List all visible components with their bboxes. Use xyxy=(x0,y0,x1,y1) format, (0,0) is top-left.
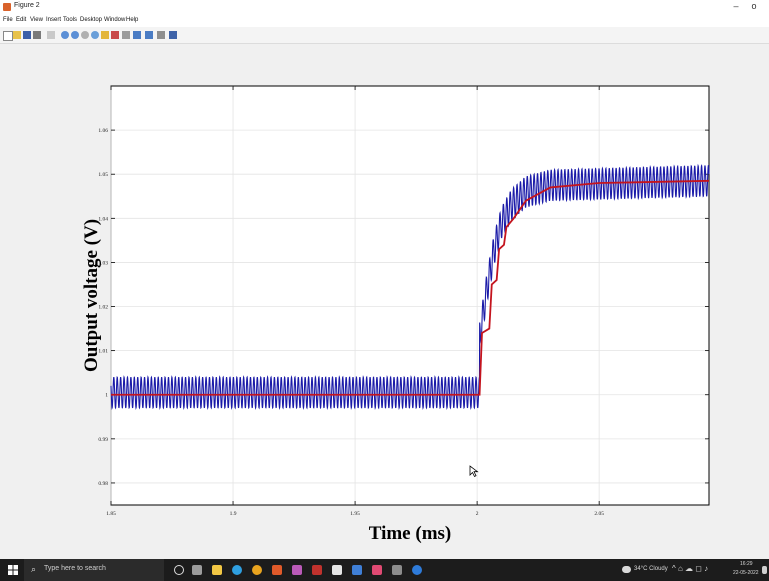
rotate-3d-icon[interactable] xyxy=(91,31,99,39)
hide-plot-tools-icon[interactable] xyxy=(157,31,165,39)
menu-desktop[interactable]: Desktop xyxy=(80,17,103,23)
link-plot-icon[interactable] xyxy=(122,31,130,39)
weather-text[interactable]: 34°C Cloudy xyxy=(634,566,668,572)
y-tick-label: 1.02 xyxy=(98,305,108,311)
search-icon: ⌕ xyxy=(31,564,37,574)
menu-edit[interactable]: Edit xyxy=(16,17,27,23)
maximize-button[interactable]: o xyxy=(751,1,757,11)
x-tick-label: 1.95 xyxy=(350,511,360,517)
menu-help[interactable]: Help xyxy=(126,17,139,23)
menu-bar: File Edit View Insert Tools Desktop Wind… xyxy=(0,16,769,27)
title-bar: Figure 2 – o xyxy=(0,0,769,16)
minimize-button[interactable]: – xyxy=(733,1,739,11)
window-title: Figure 2 xyxy=(14,2,40,9)
voltage-chart[interactable]: 1.85 1.9 1.95 2 2.05 0.98 0.99 1 1.01 1.02 1.03 1.0… xyxy=(0,44,769,559)
figure-area: 1.85 1.9 1.95 2 2.05 0.98 0.99 1 1.01 1.02 1.03 1.0… xyxy=(0,44,769,559)
x-axis-label: Time (ms) xyxy=(369,523,452,544)
y-tick-label: 1.05 xyxy=(98,172,108,178)
menu-window[interactable]: Window xyxy=(104,17,126,23)
clock-date[interactable]: 22-05-2022 xyxy=(733,570,759,576)
open-file-icon[interactable] xyxy=(13,31,21,39)
matlab-icon[interactable] xyxy=(272,565,282,575)
file-explorer-icon[interactable] xyxy=(212,565,222,575)
browser-icon[interactable] xyxy=(412,565,422,575)
notification-icon[interactable] xyxy=(762,566,767,574)
ripple-voltage-series xyxy=(110,163,710,410)
menu-view[interactable]: View xyxy=(30,17,43,23)
clock-time[interactable]: 16:29 xyxy=(740,561,753,567)
media-icon[interactable] xyxy=(372,565,382,575)
y-tick-label: 1.06 xyxy=(98,128,108,134)
brush-icon[interactable] xyxy=(111,31,119,39)
taskbar-search-box[interactable]: ⌕ Type here to search xyxy=(24,559,164,581)
mail-icon[interactable] xyxy=(352,565,362,575)
print-icon[interactable] xyxy=(33,31,41,39)
x-tick-label: 1.9 xyxy=(230,511,237,517)
task-view-icon[interactable] xyxy=(192,565,202,575)
average-voltage-series xyxy=(111,179,710,396)
excel-icon[interactable] xyxy=(332,565,342,575)
windows-taskbar: ⌕ Type here to search 34°C Cloudy ^ ⌂ ☁ … xyxy=(0,559,769,581)
insert-colorbar-icon[interactable] xyxy=(133,31,141,39)
y-tick-label: 0.98 xyxy=(98,481,108,487)
mouse-cursor-icon xyxy=(469,465,479,478)
weather-icon[interactable] xyxy=(622,566,631,573)
figure-toolbar xyxy=(0,27,769,44)
matlab-figure-icon xyxy=(3,3,11,11)
x-tick-label: 2 xyxy=(476,511,479,517)
y-tick-label: 1 xyxy=(105,393,108,399)
menu-insert[interactable]: Insert xyxy=(46,17,62,23)
menu-file[interactable]: File xyxy=(3,17,13,23)
tick-labels: 1.85 1.9 1.95 2 2.05 0.98 0.99 1 1.01 1.02 1.03 1.0… xyxy=(98,128,604,517)
y-tick-label: 0.99 xyxy=(98,437,108,443)
pan-icon[interactable] xyxy=(81,31,89,39)
new-figure-icon[interactable] xyxy=(3,31,13,41)
cortana-icon[interactable] xyxy=(174,565,184,575)
store-icon[interactable] xyxy=(292,565,302,575)
zoom-in-icon[interactable] xyxy=(61,31,69,39)
x-tick-label: 1.85 xyxy=(106,511,116,517)
pdf-reader-icon[interactable] xyxy=(312,565,322,575)
y-tick-label: 1.01 xyxy=(98,349,108,355)
settings-icon[interactable] xyxy=(392,565,402,575)
show-plot-tools-icon[interactable] xyxy=(169,31,177,39)
axes-background xyxy=(110,85,710,506)
y-tick-label: 1.03 xyxy=(98,260,108,266)
chrome-icon[interactable] xyxy=(252,565,262,575)
menu-tools[interactable]: Tools xyxy=(63,17,78,23)
search-placeholder: Type here to search xyxy=(44,565,106,572)
edit-plot-icon[interactable] xyxy=(47,31,55,39)
system-tray-icons[interactable]: ^ ⌂ ☁ ◻ ♪ xyxy=(672,564,709,573)
windows-start-icon[interactable] xyxy=(8,565,18,575)
edge-icon[interactable] xyxy=(232,565,242,575)
x-tick-label: 2.05 xyxy=(594,511,604,517)
y-tick-label: 1.04 xyxy=(98,216,108,222)
data-series xyxy=(110,163,710,410)
zoom-out-icon[interactable] xyxy=(71,31,79,39)
save-icon[interactable] xyxy=(23,31,31,39)
y-axis-label: Output voltage (V) xyxy=(81,219,102,372)
insert-legend-icon[interactable] xyxy=(145,31,153,39)
data-cursor-icon[interactable] xyxy=(101,31,109,39)
